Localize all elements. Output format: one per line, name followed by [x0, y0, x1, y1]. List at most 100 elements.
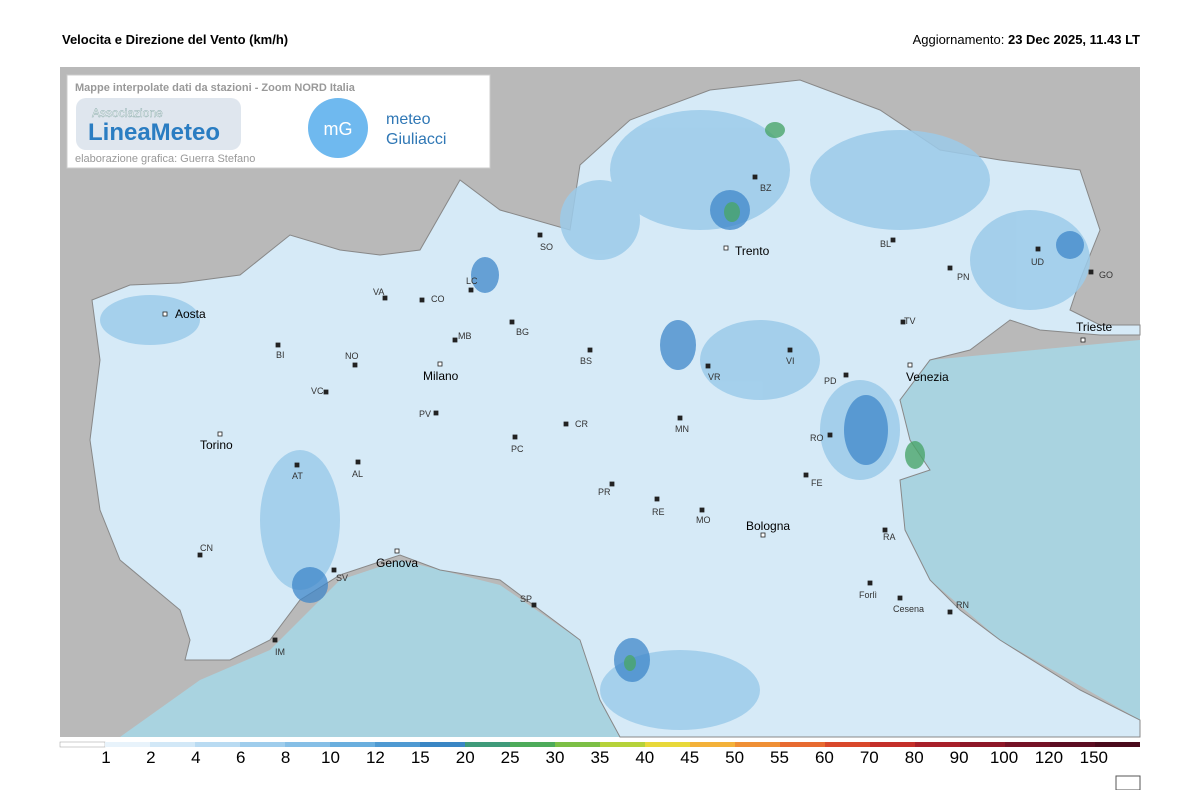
scale-label: 120 [1035, 748, 1063, 767]
city-label: Genova [376, 556, 418, 570]
blob [724, 202, 740, 222]
city-label: VA [373, 287, 384, 297]
blob [260, 450, 340, 590]
city-label: PN [957, 272, 970, 282]
scale-segment [960, 742, 1005, 747]
scale-segment [240, 742, 285, 747]
scale-segment [195, 742, 240, 747]
city-marker [537, 232, 543, 238]
city-marker [531, 602, 537, 608]
city-label: SV [336, 573, 348, 583]
blob [905, 441, 925, 469]
city-marker [677, 415, 683, 421]
city-marker [272, 637, 278, 643]
city-marker [331, 567, 337, 573]
city-marker [355, 459, 361, 465]
blob [100, 295, 200, 345]
scale-label: 70 [860, 748, 879, 767]
city-marker [162, 311, 168, 317]
city-label: UD [1031, 257, 1044, 267]
city-label: BI [276, 350, 285, 360]
scale-label: 40 [635, 748, 654, 767]
city-label: TV [904, 316, 916, 326]
city-label: BS [580, 356, 592, 366]
scale-segment [645, 742, 690, 747]
city-label: RE [652, 507, 665, 517]
city-marker [563, 421, 569, 427]
adriatic-sea [900, 340, 1140, 720]
city-marker [900, 319, 906, 325]
city-label: CR [575, 419, 588, 429]
corner-box [1115, 775, 1141, 790]
city-marker [907, 362, 913, 368]
city-marker [512, 434, 518, 440]
city-marker [433, 410, 439, 416]
blob [700, 320, 820, 400]
city-marker [882, 527, 888, 533]
city-label: MO [696, 515, 711, 525]
scale-label: 35 [590, 748, 609, 767]
scale-label: 8 [281, 748, 290, 767]
city-marker [419, 297, 425, 303]
blob [471, 257, 499, 293]
city-label: BL [880, 239, 891, 249]
city-marker [352, 362, 358, 368]
scale-segment [330, 742, 375, 747]
city-label: GO [1099, 270, 1113, 280]
scale-segment [375, 742, 420, 747]
city-marker [787, 347, 793, 353]
city-label: AT [292, 471, 303, 481]
scale-segment [285, 742, 330, 747]
city-label: PV [419, 409, 431, 419]
scale-label: 90 [950, 748, 969, 767]
blob [844, 395, 888, 465]
city-marker [947, 609, 953, 615]
scale-label: 1 [101, 748, 110, 767]
scale-segment [600, 742, 645, 747]
city-marker [890, 237, 896, 243]
city-label: SO [540, 242, 553, 252]
city-label: IM [275, 647, 285, 657]
city-marker [509, 319, 515, 325]
scale-label: 25 [501, 748, 520, 767]
mg-logo-text: mG [324, 119, 353, 139]
city-marker [947, 265, 953, 271]
scale-segment [1050, 742, 1095, 747]
scale-segment [59, 741, 106, 748]
update-label: Aggiornamento: [912, 32, 1005, 47]
city-marker [275, 342, 281, 348]
scale-label: 150 [1080, 748, 1108, 767]
city-label: PD [824, 376, 837, 386]
lm-brand: LineaMeteo [88, 119, 220, 146]
city-marker [843, 372, 849, 378]
city-label: VC [311, 386, 324, 396]
city-label: NO [345, 351, 359, 361]
city-marker [897, 595, 903, 601]
city-label: Trieste [1076, 320, 1113, 334]
scale-segment [420, 742, 465, 747]
scale-label: 10 [321, 748, 340, 767]
city-label: MB [458, 331, 472, 341]
scale-segment [915, 742, 960, 747]
scale-segment [870, 742, 915, 747]
city-label: RN [956, 600, 969, 610]
scale-label: 55 [770, 748, 789, 767]
lm-logo [76, 98, 241, 150]
scale-label: 6 [236, 748, 245, 767]
ligurian-sea [120, 560, 620, 737]
city-marker [587, 347, 593, 353]
city-marker [197, 552, 203, 558]
scale-label: 30 [546, 748, 565, 767]
city-label: RA [883, 532, 896, 542]
city-label: Bologna [746, 519, 790, 533]
blob [970, 210, 1090, 310]
city-marker [654, 496, 660, 502]
city-marker [1080, 337, 1086, 343]
city-marker [609, 481, 615, 487]
city-label: BZ [760, 183, 772, 193]
scale-segment [510, 742, 555, 747]
update-value: 23 Dec 2025, 11.43 LT [1007, 32, 1140, 47]
update-info: Aggiornamento: 23 Dec 2025, 11.43 LT [913, 32, 1140, 47]
